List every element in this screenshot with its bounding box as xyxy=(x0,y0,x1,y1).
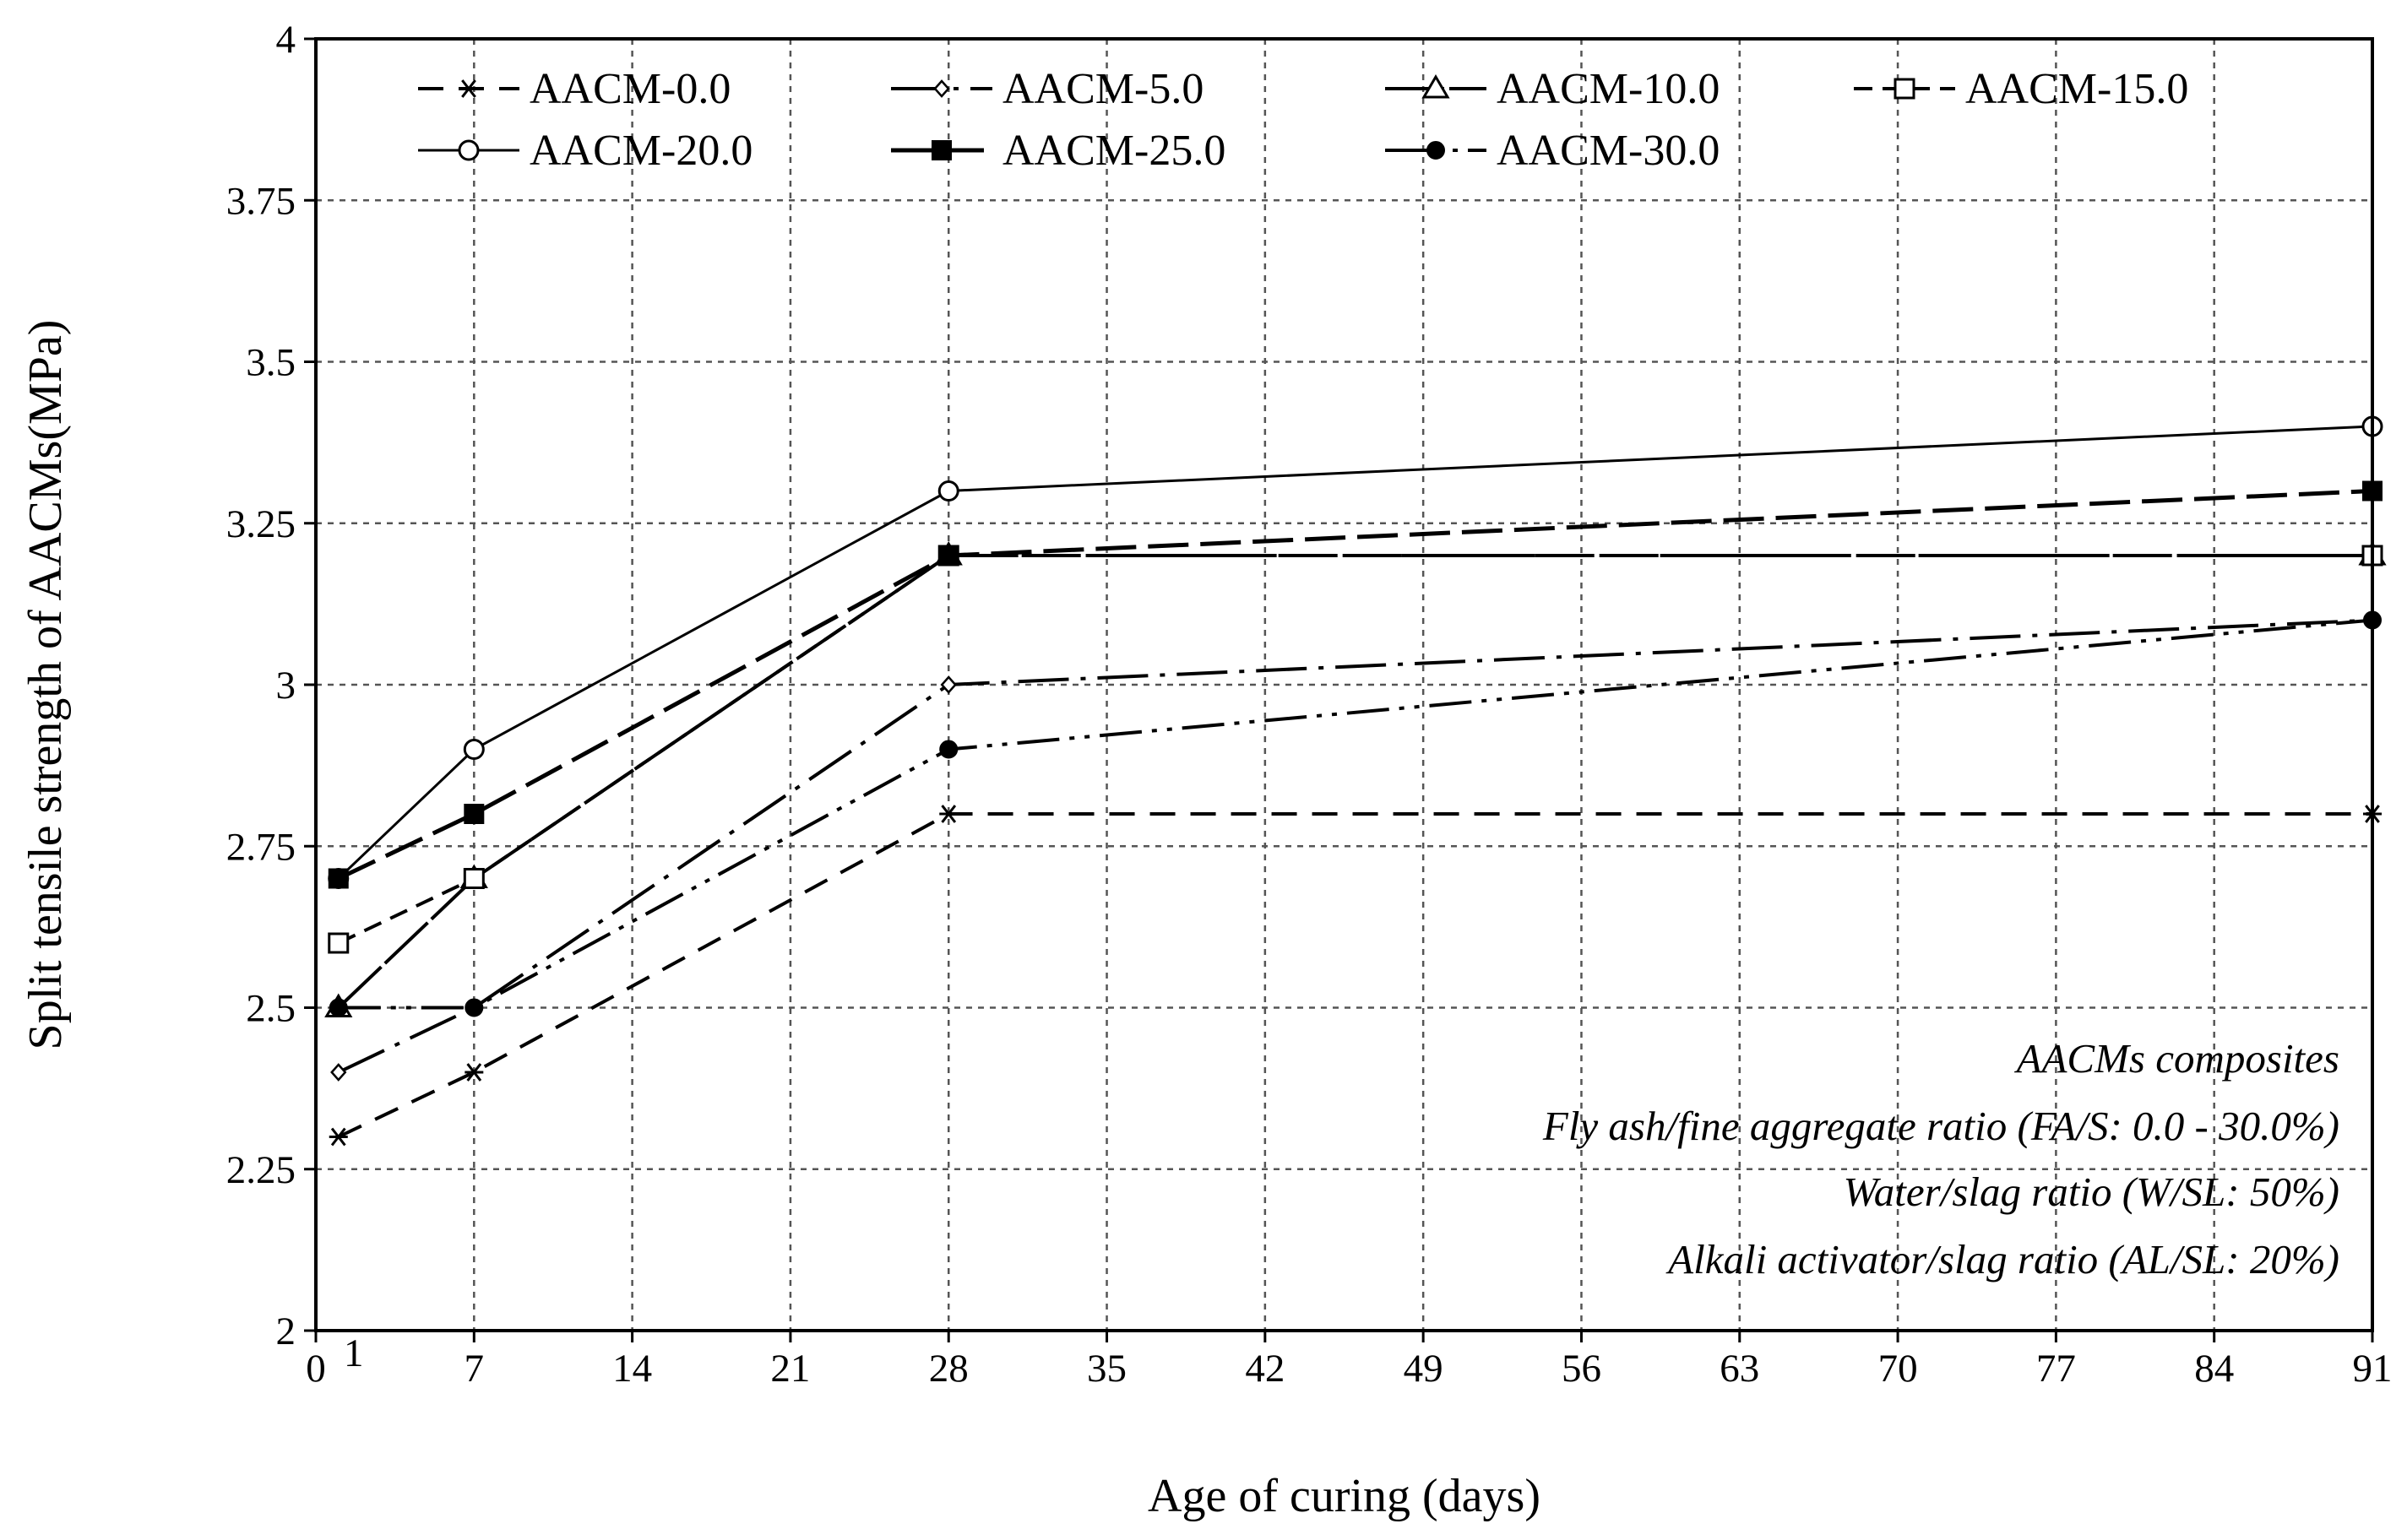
series-line-aacm-30-0 xyxy=(338,618,2373,1010)
legend-swatch-marker xyxy=(458,139,480,161)
data-point-aacm-0-0 xyxy=(465,1063,484,1082)
x-tick-label: 42 xyxy=(1245,1347,1285,1391)
annotation-line-3: Water/slag ratio (W/SL: 50%) xyxy=(1843,1169,2339,1215)
chart-legend: AACM-0.0 AACM-5.0 AACM-10.0 AACM-15.0 AACM-2… xyxy=(418,65,2188,175)
x-tick-label: 28 xyxy=(929,1347,969,1391)
data-point-aacm-5-0 xyxy=(330,1063,347,1082)
x-tick-label: 1 xyxy=(344,1331,364,1375)
y-tick-label: 3.25 xyxy=(226,502,296,546)
legend-item-aacm-0-0: AACM-0.0 xyxy=(418,65,731,113)
series-line-aacm-5-0 xyxy=(337,618,2373,1074)
data-point-aacm-20-0 xyxy=(463,739,485,760)
data-point-aacm-15-0 xyxy=(463,868,485,889)
x-tick-label: 91 xyxy=(2353,1347,2393,1391)
legend-label: AACM-15.0 xyxy=(1965,65,2188,113)
data-point-aacm-25-0 xyxy=(464,804,485,824)
grid-lines xyxy=(316,39,2372,1331)
legend-item-aacm-20-0: AACM-20.0 xyxy=(418,127,753,175)
data-point-aacm-30-0 xyxy=(329,998,348,1017)
y-tick-label: 2.5 xyxy=(246,987,296,1031)
series-lines xyxy=(337,425,2373,1139)
series-line-aacm-25-0 xyxy=(337,489,2373,881)
x-tick-label: 35 xyxy=(1087,1347,1127,1391)
legend-label: AACM-5.0 xyxy=(1002,65,1204,113)
legend-label: AACM-30.0 xyxy=(1497,127,1720,175)
y-tick-label: 2.25 xyxy=(226,1148,296,1192)
x-tick-label: 63 xyxy=(1720,1347,1759,1391)
x-tick-label: 49 xyxy=(1404,1347,1443,1391)
y-axis-ticks: 2 2.25 2.5 2.75 3 3.25 3.5 3.75 4 xyxy=(226,18,316,1353)
legend-swatch-marker xyxy=(933,79,950,98)
data-point-aacm-0-0 xyxy=(329,1127,348,1147)
data-point-aacm-30-0 xyxy=(939,740,959,759)
data-point-aacm-20-0 xyxy=(937,480,959,502)
annotation-line-1: AACMs composites xyxy=(2014,1035,2339,1082)
data-point-aacm-5-0 xyxy=(940,675,957,694)
y-axis-title: Split tensile strength of AACMs(MPa) xyxy=(19,320,72,1050)
legend-swatch-marker xyxy=(459,79,478,98)
x-tick-label: 84 xyxy=(2194,1347,2234,1391)
y-tick-label: 3.5 xyxy=(246,341,296,385)
y-tick-label: 2 xyxy=(276,1310,296,1353)
legend-label: AACM-0.0 xyxy=(530,65,731,113)
series-markers xyxy=(324,415,2387,1147)
data-point-aacm-0-0 xyxy=(939,805,959,823)
x-tick-label: 21 xyxy=(770,1347,810,1391)
x-tick-label: 0 xyxy=(306,1347,326,1391)
x-tick-label: 77 xyxy=(2036,1347,2076,1391)
legend-item-aacm-5-0: AACM-5.0 xyxy=(891,65,1204,113)
legend-item-aacm-15-0: AACM-15.0 xyxy=(1854,65,2188,113)
series-line-aacm-0-0 xyxy=(337,812,2372,1139)
annotation-line-2: Fly ash/fine aggregate ratio (FA/S: 0.0 … xyxy=(1542,1103,2339,1149)
y-tick-label: 4 xyxy=(276,18,296,62)
legend-item-aacm-30-0: AACM-30.0 xyxy=(1385,127,1720,175)
x-tick-label: 70 xyxy=(1878,1347,1918,1391)
legend-item-aacm-25-0: AACM-25.0 xyxy=(891,127,1225,175)
annotation-line-4: Alkali activator/slag ratio (AL/SL: 20%) xyxy=(1665,1236,2339,1282)
x-axis-title: Age of curing (days) xyxy=(1148,1470,1540,1522)
data-point-aacm-30-0 xyxy=(465,998,484,1017)
x-tick-label: 14 xyxy=(612,1347,652,1391)
data-point-aacm-25-0 xyxy=(938,545,959,566)
legend-swatch-marker xyxy=(1421,74,1450,99)
y-tick-label: 3 xyxy=(276,664,296,708)
legend-item-aacm-10-0: AACM-10.0 xyxy=(1385,65,1720,113)
chart-annotations: AACMs composites Fly ash/fine aggregate … xyxy=(1542,1035,2339,1282)
legend-label: AACM-10.0 xyxy=(1497,65,1720,113)
data-point-aacm-15-0 xyxy=(328,932,350,954)
x-tick-label: 7 xyxy=(465,1347,485,1391)
legend-label: AACM-20.0 xyxy=(530,127,753,175)
legend-swatch-marker xyxy=(1426,141,1445,160)
data-point-aacm-25-0 xyxy=(328,868,349,889)
series-line-aacm-15-0 xyxy=(337,554,2372,945)
y-tick-label: 3.75 xyxy=(226,179,296,223)
x-axis-ticks: 0 1 7 14 21 28 35 42 49 56 63 70 77 84 91 xyxy=(306,1331,2393,1391)
series-line-aacm-20-0 xyxy=(337,425,2373,880)
legend-label: AACM-25.0 xyxy=(1002,127,1225,175)
x-tick-label: 56 xyxy=(1562,1347,1601,1391)
legend-swatch-marker xyxy=(932,140,952,160)
y-tick-label: 2.75 xyxy=(226,825,296,869)
legend-swatch-marker xyxy=(1894,78,1915,100)
